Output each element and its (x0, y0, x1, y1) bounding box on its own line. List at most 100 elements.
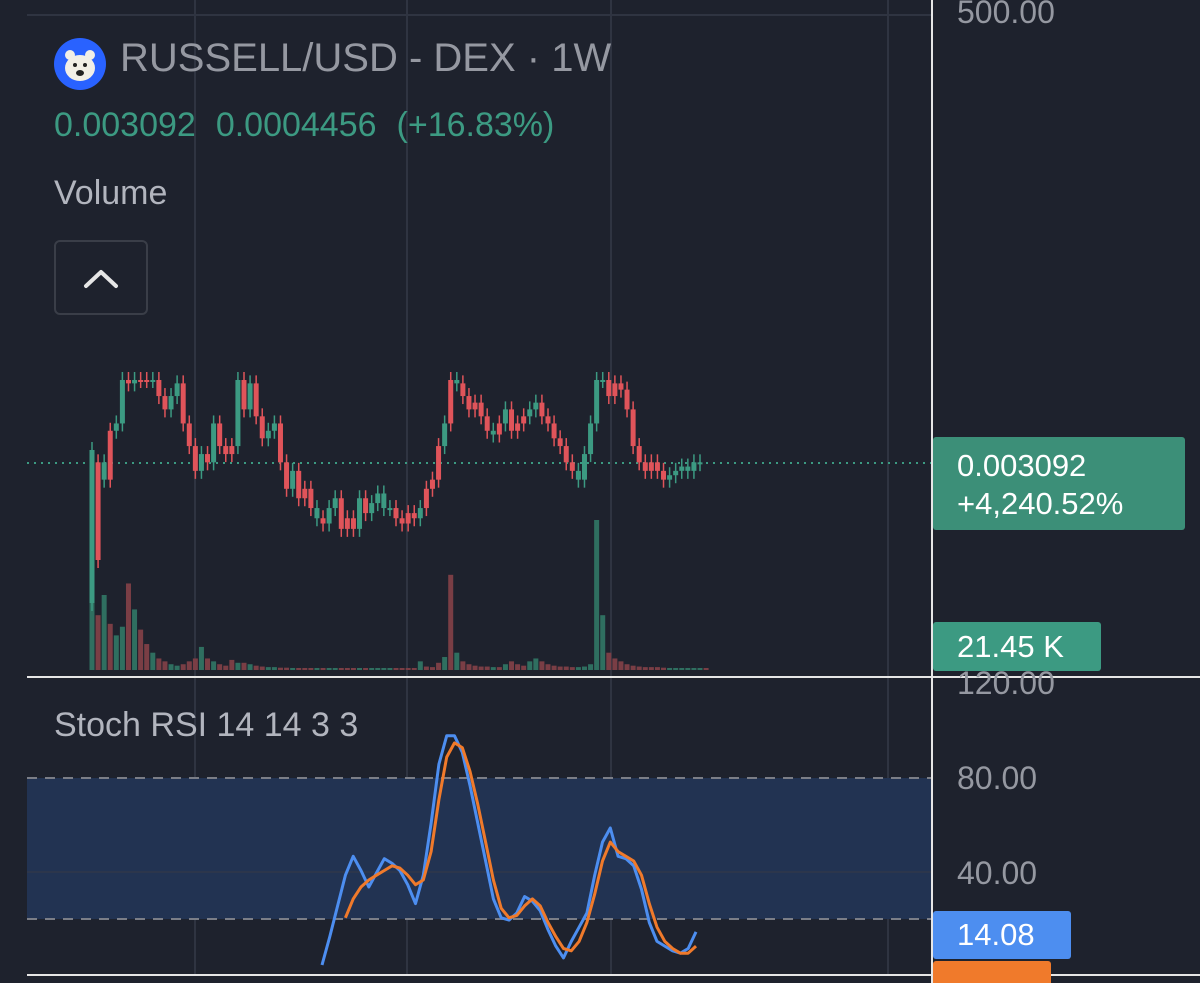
volume-bar (594, 520, 600, 670)
candle-body (490, 430, 496, 435)
volume-bar (180, 664, 186, 670)
candle-body (539, 402, 545, 417)
candle-body (156, 380, 162, 397)
polar-bear-logo-icon (54, 38, 106, 90)
volume-bar (472, 665, 478, 670)
candle-body (326, 508, 332, 524)
volume-bar (369, 668, 375, 670)
volume-bar (265, 667, 271, 670)
candle-body (496, 423, 502, 435)
volume-bar (436, 662, 442, 670)
volume-bar (95, 615, 101, 670)
volume-bar (661, 667, 667, 670)
candle-body (630, 409, 636, 447)
volume-bar (247, 664, 253, 670)
volume-bar (235, 662, 241, 670)
volume-bar (229, 659, 235, 670)
candle-body (211, 423, 217, 463)
candle-body (575, 470, 581, 480)
volume-bar (89, 560, 95, 670)
stoch-d-line (344, 741, 698, 955)
volume-bar (393, 668, 399, 670)
volume-bar (363, 668, 369, 670)
candle-body (265, 430, 271, 439)
volume-bar (320, 668, 326, 670)
candle-body (150, 380, 156, 382)
volume-bar (697, 668, 703, 670)
volume-bar (423, 666, 429, 670)
volume-bar (533, 658, 539, 670)
volume-bar (241, 662, 247, 670)
candle-body (205, 454, 211, 463)
candle-body (460, 383, 466, 397)
candle-body (241, 380, 247, 410)
volume-bar (381, 668, 387, 670)
collapse-legend-button[interactable] (54, 240, 148, 315)
volume-bar (448, 574, 454, 670)
legend-change: 0.0004456 (215, 106, 377, 144)
volume-bar (277, 667, 283, 670)
volume-bar (399, 668, 405, 670)
stoch-band (27, 778, 932, 919)
candle-body (581, 454, 587, 480)
candle-body (338, 498, 344, 529)
volume-bar (545, 664, 551, 670)
volume-bar (107, 623, 113, 670)
candle-body (642, 462, 648, 471)
volume-bar (259, 666, 265, 670)
volume-bar (186, 661, 192, 670)
volume-bar (691, 668, 697, 670)
candle-body (223, 446, 229, 455)
candle-body (648, 462, 654, 471)
candle-body (387, 508, 393, 511)
candle-body (290, 470, 296, 489)
volume-bar (192, 658, 198, 670)
volume-bars (89, 520, 709, 670)
candle-body (192, 446, 198, 471)
candle-body (320, 518, 326, 524)
candle-body (308, 488, 314, 509)
candle-body (478, 402, 484, 417)
price-axis-top-label: 500.00 (957, 0, 1055, 30)
candle-body (679, 466, 685, 471)
volume-bar (144, 644, 150, 670)
candle-body (667, 475, 673, 480)
candle-body (125, 380, 131, 384)
candle-body (162, 396, 168, 410)
symbol-title[interactable]: RUSSELL/USD - DEX · 1W (120, 36, 612, 80)
volume-bar (101, 595, 107, 670)
volume-bar (290, 667, 296, 670)
chevron-up-icon (84, 269, 118, 288)
volume-bar (569, 667, 575, 670)
candle-body (405, 513, 411, 524)
stoch-k-tag: 14.08 (933, 911, 1071, 959)
volume-bar (490, 667, 496, 670)
volume-bar (551, 665, 557, 670)
candle-body (521, 416, 527, 424)
volume-bar (478, 666, 484, 670)
candle-body (296, 470, 302, 499)
candle-body (350, 518, 356, 529)
candle-body (442, 423, 448, 447)
last-change-value: +4,240.52% (957, 486, 1124, 521)
volume-bar (454, 652, 460, 670)
volume-bar (113, 635, 119, 670)
candle-body (569, 462, 575, 471)
candle-body (357, 498, 363, 529)
volume-bar (588, 664, 594, 670)
volume-bar (405, 668, 411, 670)
candle-body (332, 498, 338, 509)
volume-bar (119, 626, 125, 670)
volume-bar (375, 668, 381, 670)
volume-bar (308, 668, 314, 670)
candle-body (277, 423, 283, 463)
stoch-axis-label-40: 40.00 (957, 855, 1038, 891)
candle-body (284, 462, 290, 489)
candle-body (606, 380, 612, 397)
candle-body (594, 380, 600, 424)
volume-bar (575, 667, 581, 670)
candle-body (113, 423, 119, 431)
candle-body (472, 402, 478, 410)
candle-body (624, 389, 630, 410)
